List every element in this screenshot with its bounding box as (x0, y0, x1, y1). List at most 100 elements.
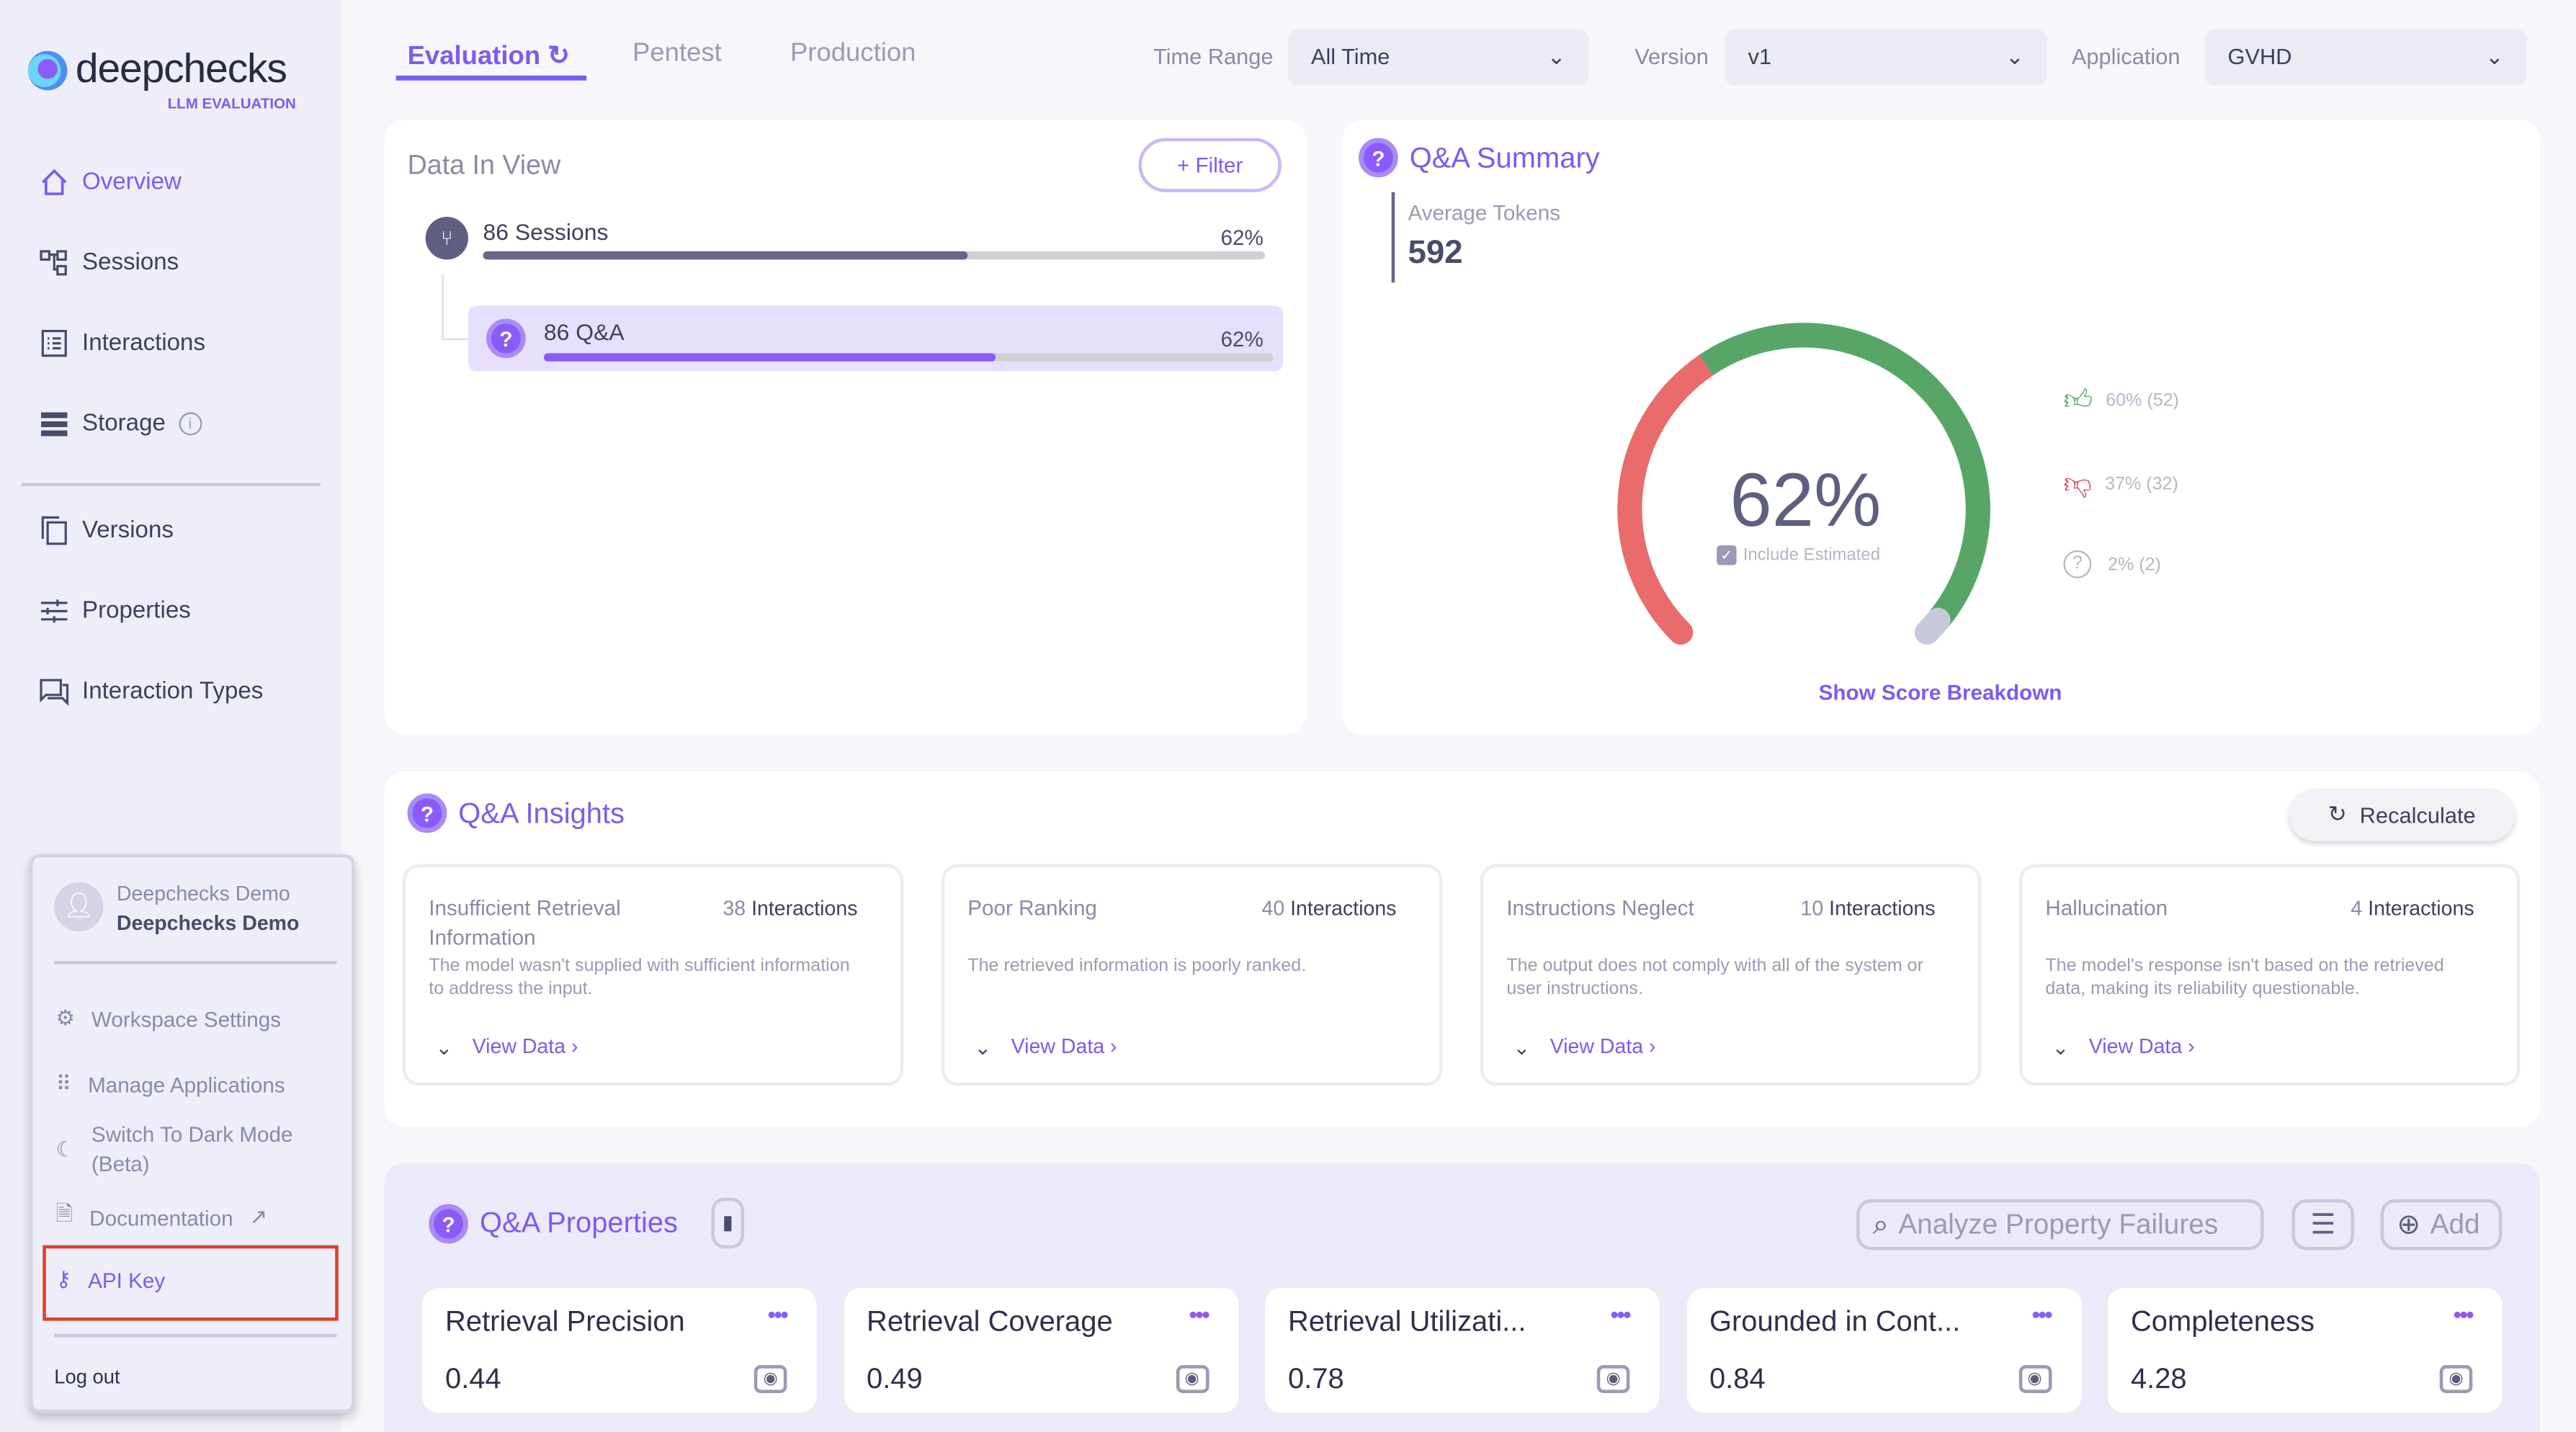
version-select[interactable]: v1 ⌄ (1725, 30, 2047, 86)
property-value: 4.28 (2130, 1361, 2187, 1395)
view-data-link[interactable]: ⌄ View Data › (974, 1034, 1117, 1060)
chevron-down-icon[interactable]: ⌄ (435, 1037, 453, 1060)
sidebar-item-overview[interactable]: Overview (40, 168, 182, 197)
insight-count: 4 Interactions (2351, 897, 2474, 921)
active-tab-indicator (395, 75, 587, 81)
include-estimated-checkbox[interactable]: ✓ Include Estimated (1717, 545, 1880, 565)
moon-icon: ☾ (55, 1137, 76, 1162)
chevron-down-icon[interactable]: ⌄ (1513, 1037, 1531, 1060)
time-range-select[interactable]: All Time ⌄ (1287, 30, 1589, 86)
property-value: 0.78 (1287, 1361, 1344, 1395)
insight-description: The model wasn't supplied with sufficien… (429, 956, 850, 999)
insight-count: 38 Interactions (723, 897, 858, 921)
refresh-icon[interactable]: ↻ (547, 42, 570, 71)
application-label: Application (2071, 44, 2181, 69)
insight-title: Instructions Neglect (1506, 895, 1694, 921)
panel-title: Q&A Properties (479, 1205, 679, 1239)
tab-pentest[interactable]: Pentest (632, 39, 722, 68)
menu-item-api-key[interactable]: ⚷ API Key (55, 1266, 166, 1292)
deepchecks-property-icon[interactable]: ◉ (2439, 1365, 2473, 1393)
info-icon[interactable]: i (179, 412, 202, 436)
gauge-segment-good (1699, 323, 1990, 628)
view-data-link[interactable]: ⌄ View Data › (435, 1034, 578, 1060)
filter-button[interactable]: + Filter (1138, 138, 1282, 192)
menu-item-documentation[interactable]: 🗎︎ Documentation ↗ (56, 1199, 268, 1235)
menu-item-manage-applications[interactable]: ⠿ Manage Applications (55, 1070, 285, 1097)
more-options-icon[interactable]: ••• (2031, 1301, 2053, 1328)
chart-toggle-button[interactable]: ▮ (711, 1197, 745, 1249)
chevron-down-icon[interactable]: ⌄ (2052, 1037, 2070, 1060)
chevron-down-icon: ⌄ (2485, 44, 2504, 69)
property-card[interactable]: Grounded in Cont... ••• 0.84 ◉ (1686, 1287, 2081, 1413)
chat-icon (40, 679, 69, 706)
question-circle-icon: ? (2063, 550, 2092, 578)
insight-card: Instructions Neglect 10 Interactions The… (1480, 864, 1982, 1086)
sidebar-item-storage[interactable]: Storage i (40, 409, 202, 439)
property-card[interactable]: Retrieval Utilizati... ••• 0.78 ◉ (1265, 1287, 1660, 1413)
show-score-breakdown-link[interactable]: Show Score Breakdown (1818, 680, 2062, 705)
more-options-icon[interactable]: ••• (767, 1301, 789, 1328)
tab-production[interactable]: Production (790, 39, 916, 68)
sessions-percent: 62% (1220, 225, 1264, 250)
deepchecks-property-icon[interactable]: ◉ (1175, 1365, 1209, 1393)
sidebar-item-interactions[interactable]: Interactions (40, 328, 205, 358)
deepchecks-property-icon[interactable]: ◉ (1596, 1365, 1630, 1393)
bad-legend: 👎︎ 37% (32) (2063, 467, 2178, 501)
chevron-down-icon: ⌄ (1547, 44, 1566, 69)
deepchecks-property-icon[interactable]: ◉ (2018, 1365, 2052, 1393)
bar-chart-icon: ▮ (722, 1210, 733, 1234)
logout-button[interactable]: Log out (54, 1365, 120, 1389)
view-data-link[interactable]: ⌄ View Data › (1513, 1034, 1656, 1060)
sidebar-item-label: Properties (82, 598, 191, 625)
more-options-icon[interactable]: ••• (1610, 1301, 1632, 1328)
qa-summary-card: ? Q&A Summary Average Tokens 592 62% ✓ In… (1342, 120, 2540, 735)
sidebar-item-label: Versions (82, 517, 174, 544)
menu-item-dark-mode[interactable]: ☾ Switch To Dark Mode (Beta) (55, 1122, 293, 1176)
thumbs-down-icon: 👎︎ (2063, 467, 2092, 500)
add-property-button[interactable]: ⊕ Add (2380, 1199, 2503, 1250)
versions-icon (41, 516, 67, 545)
sessions-icon (40, 250, 67, 276)
sidebar-item-properties[interactable]: Properties (40, 596, 191, 626)
view-data-link[interactable]: ⌄ View Data › (2052, 1034, 2195, 1060)
property-card[interactable]: Retrieval Precision ••• 0.44 ◉ (422, 1287, 817, 1413)
insight-description: The retrieved information is poorly rank… (967, 956, 1307, 976)
chevron-down-icon[interactable]: ⌄ (974, 1037, 992, 1060)
property-value: 0.84 (1709, 1361, 1766, 1395)
recalculate-button[interactable]: ↻ Recalculate (2288, 788, 2515, 841)
question-icon: ? (429, 1204, 468, 1244)
gauge-segment-unknown (1914, 607, 1951, 645)
question-icon: ? (1359, 138, 1398, 178)
checkbox-checked-icon: ✓ (1717, 545, 1737, 565)
deepchecks-logo-icon (27, 50, 68, 91)
analyze-property-failures-button[interactable]: ⌕ Analyze Property Failures (1856, 1199, 2264, 1250)
tree-connector (442, 274, 470, 341)
sessions-count: 86 Sessions (483, 218, 609, 245)
home-icon (42, 169, 67, 195)
property-name: Retrieval Precision (445, 1304, 685, 1338)
grid-icon: ⠿ (55, 1070, 72, 1096)
insight-card: Insufficient Retrieval Information 38 In… (402, 864, 904, 1086)
card-title: Data In View (407, 151, 561, 181)
thumbs-up-icon: 👍︎ (2063, 384, 2093, 416)
property-card[interactable]: Retrieval Coverage ••• 0.49 ◉ (844, 1287, 1238, 1413)
deepchecks-property-icon[interactable]: ◉ (753, 1365, 787, 1393)
qa-row[interactable]: ? 86 Q&A 62% (468, 305, 1284, 372)
insight-card: Poor Ranking 40 Interactions The retriev… (941, 864, 1443, 1086)
data-in-view-card: Data In View + Filter ⑂ 86 Sessions 62% … (384, 120, 1307, 735)
sort-button[interactable]: ☰ (2291, 1199, 2355, 1250)
question-icon: ? (407, 793, 447, 833)
more-options-icon[interactable]: ••• (1189, 1301, 1210, 1328)
tab-evaluation[interactable]: Evaluation ↻ (407, 42, 570, 71)
menu-item-workspace-settings[interactable]: ⚙ Workspace Settings (55, 1005, 282, 1032)
property-card[interactable]: Completeness ••• 4.28 ◉ (2108, 1287, 2503, 1413)
sidebar-item-label: Sessions (82, 249, 179, 277)
sidebar-item-interaction-types[interactable]: Interaction Types (40, 677, 263, 707)
more-options-icon[interactable]: ••• (2453, 1301, 2474, 1328)
application-select[interactable]: GVHD ⌄ (2204, 30, 2527, 86)
storage-icon (41, 412, 68, 437)
insight-title: Hallucination (2045, 895, 2168, 921)
unknown-legend: ? 2% (2) (2063, 550, 2161, 578)
sidebar-item-sessions[interactable]: Sessions (40, 248, 179, 277)
sidebar-item-versions[interactable]: Versions (40, 516, 174, 545)
